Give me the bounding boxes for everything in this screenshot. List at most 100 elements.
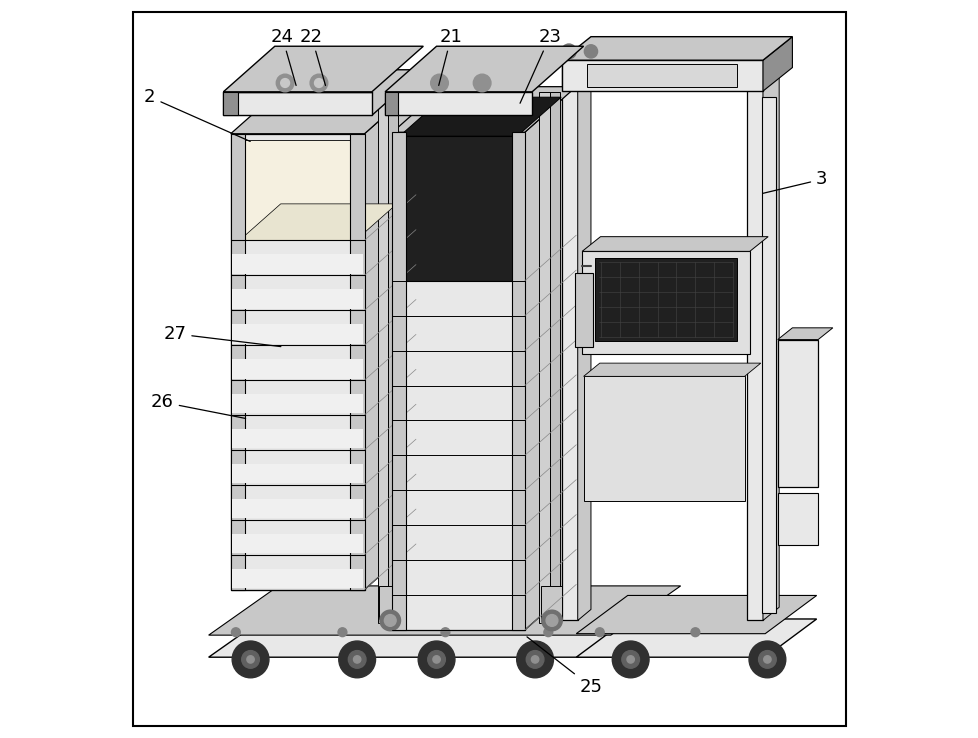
Polygon shape [232, 499, 363, 518]
Polygon shape [582, 237, 768, 252]
Polygon shape [561, 61, 577, 621]
Polygon shape [511, 132, 524, 630]
Circle shape [231, 628, 240, 637]
Bar [574, 273, 593, 347]
Circle shape [544, 628, 553, 637]
Polygon shape [762, 47, 778, 621]
Text: 22: 22 [300, 28, 326, 86]
Polygon shape [561, 37, 791, 61]
Polygon shape [232, 255, 363, 274]
Polygon shape [576, 596, 816, 634]
Circle shape [541, 610, 561, 631]
Circle shape [440, 628, 449, 637]
Polygon shape [399, 97, 560, 136]
Polygon shape [384, 92, 532, 115]
Polygon shape [428, 92, 436, 623]
Polygon shape [561, 61, 762, 91]
Circle shape [748, 641, 785, 677]
Polygon shape [223, 70, 422, 115]
Polygon shape [595, 258, 735, 341]
Polygon shape [378, 92, 387, 623]
Polygon shape [576, 619, 816, 658]
Circle shape [418, 641, 455, 677]
Polygon shape [240, 139, 355, 241]
Circle shape [427, 651, 445, 668]
Polygon shape [582, 252, 749, 354]
Polygon shape [777, 339, 818, 486]
Text: 26: 26 [151, 393, 245, 418]
Polygon shape [392, 132, 405, 630]
Circle shape [516, 641, 553, 677]
Bar [541, 586, 561, 619]
Circle shape [690, 628, 699, 637]
Polygon shape [583, 363, 760, 376]
Circle shape [276, 75, 293, 92]
Circle shape [353, 656, 361, 663]
Text: 3: 3 [762, 170, 826, 193]
Circle shape [232, 641, 269, 677]
Bar [378, 586, 399, 619]
Polygon shape [232, 289, 363, 308]
Circle shape [242, 651, 259, 668]
Polygon shape [577, 49, 591, 621]
Polygon shape [524, 86, 576, 630]
Text: 27: 27 [163, 325, 281, 347]
Polygon shape [231, 88, 416, 134]
Circle shape [546, 615, 557, 627]
Polygon shape [223, 92, 372, 115]
Polygon shape [223, 46, 422, 92]
Circle shape [526, 651, 544, 668]
Polygon shape [232, 324, 363, 344]
Circle shape [384, 615, 396, 627]
Polygon shape [399, 136, 517, 280]
Polygon shape [550, 92, 559, 623]
Circle shape [338, 641, 376, 677]
Polygon shape [583, 376, 744, 501]
Polygon shape [232, 394, 363, 413]
Polygon shape [746, 61, 762, 621]
Circle shape [337, 628, 346, 637]
Polygon shape [392, 86, 576, 132]
Text: 2: 2 [144, 88, 250, 142]
Circle shape [246, 656, 254, 663]
Polygon shape [440, 92, 448, 623]
Polygon shape [232, 429, 363, 449]
Polygon shape [349, 134, 364, 590]
Polygon shape [539, 92, 550, 623]
Polygon shape [208, 608, 680, 658]
Polygon shape [231, 134, 245, 590]
Text: 23: 23 [519, 28, 560, 103]
Circle shape [626, 656, 634, 663]
Text: 25: 25 [526, 637, 601, 696]
Polygon shape [208, 586, 680, 635]
Circle shape [531, 656, 538, 663]
Circle shape [348, 651, 366, 668]
Polygon shape [761, 97, 776, 613]
Polygon shape [384, 46, 583, 92]
Polygon shape [232, 464, 363, 483]
Circle shape [314, 78, 323, 87]
Circle shape [561, 44, 576, 59]
Polygon shape [587, 64, 736, 87]
Polygon shape [387, 92, 398, 623]
Polygon shape [777, 492, 818, 545]
Circle shape [621, 651, 639, 668]
Circle shape [584, 45, 597, 58]
Circle shape [430, 75, 448, 92]
Circle shape [763, 656, 771, 663]
Bar [384, 92, 398, 115]
Circle shape [281, 78, 289, 87]
Polygon shape [232, 534, 363, 554]
Circle shape [472, 75, 491, 92]
Polygon shape [762, 37, 791, 91]
Circle shape [611, 641, 648, 677]
Text: 24: 24 [270, 28, 295, 86]
Polygon shape [240, 204, 396, 241]
Circle shape [379, 610, 400, 631]
Circle shape [432, 656, 440, 663]
Circle shape [310, 75, 328, 92]
Polygon shape [231, 134, 364, 590]
Circle shape [758, 651, 776, 668]
Polygon shape [364, 88, 416, 590]
Bar [223, 92, 238, 115]
